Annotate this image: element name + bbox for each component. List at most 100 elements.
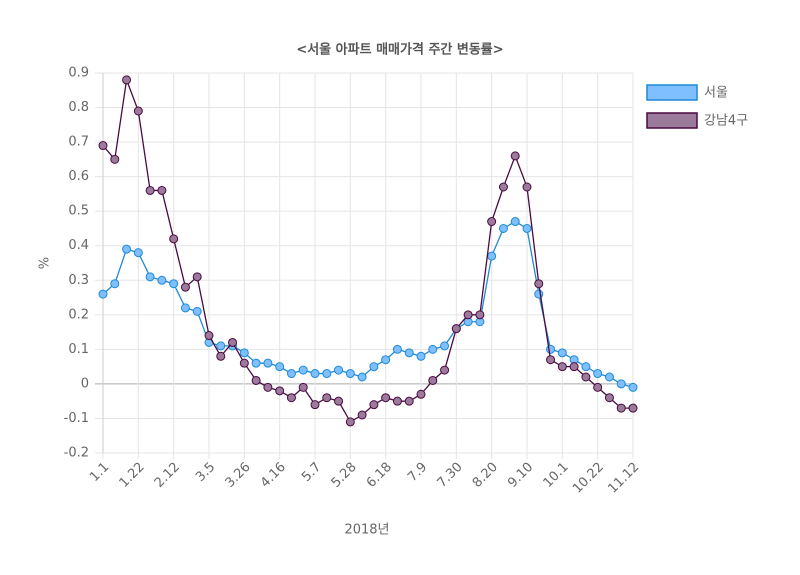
data-point	[428, 375, 438, 385]
y-tick-label: 0.5	[68, 204, 89, 219]
legend-swatch	[646, 112, 698, 129]
legend-label: 강남4구	[704, 114, 748, 129]
data-point	[263, 358, 273, 368]
data-point	[239, 348, 249, 358]
y-tick-label: 0.8	[68, 100, 89, 115]
data-point	[428, 344, 438, 354]
data-point	[216, 351, 226, 361]
data-point	[251, 375, 261, 385]
x-tick-label: 2.12	[152, 460, 183, 491]
data-point	[275, 362, 285, 372]
y-tick-label: 0.1	[68, 342, 89, 357]
data-point	[581, 372, 591, 382]
data-point	[416, 389, 426, 399]
data-point	[369, 362, 379, 372]
x-axis-label: 2018년	[344, 523, 389, 538]
data-point	[381, 393, 391, 403]
x-tick-label: 11.12	[605, 460, 642, 497]
data-point	[239, 358, 249, 368]
data-point	[557, 362, 567, 372]
data-point	[122, 75, 132, 85]
data-point	[392, 396, 402, 406]
data-point	[310, 369, 320, 379]
data-point	[192, 272, 202, 282]
y-tick-label: 0.3	[68, 273, 89, 288]
data-point	[145, 185, 155, 195]
data-point	[133, 106, 143, 116]
data-point	[546, 344, 556, 354]
data-point	[145, 272, 155, 282]
data-point	[510, 151, 520, 161]
data-point	[334, 396, 344, 406]
data-point	[510, 217, 520, 227]
data-point	[110, 279, 120, 289]
data-point	[498, 223, 508, 233]
data-point	[98, 141, 108, 151]
data-point	[122, 244, 132, 254]
x-tick-label: 7.9	[405, 460, 430, 485]
data-point	[286, 369, 296, 379]
data-point	[110, 154, 120, 164]
y-tick-label: 0.4	[68, 238, 89, 253]
y-tick-label: 0.2	[68, 307, 89, 322]
data-point	[322, 369, 332, 379]
x-tick-label: 1.1	[87, 460, 112, 485]
data-point	[157, 275, 167, 285]
data-point	[263, 382, 273, 392]
data-point	[298, 365, 308, 375]
data-point	[169, 234, 179, 244]
x-tick-label: 1.22	[117, 460, 148, 491]
data-point	[440, 341, 450, 351]
data-point	[192, 306, 202, 316]
x-tick-label: 5.28	[329, 460, 360, 491]
data-point	[616, 379, 626, 389]
data-point	[628, 403, 638, 413]
data-point	[381, 355, 391, 365]
chart-title: <서울 아파트 매매가격 주간 변동률>	[296, 42, 503, 58]
data-point	[180, 303, 190, 313]
data-point	[369, 400, 379, 410]
x-tick-label: 3.5	[193, 460, 218, 485]
data-point	[275, 386, 285, 396]
data-point	[569, 362, 579, 372]
data-point	[475, 310, 485, 320]
data-point	[357, 410, 367, 420]
data-point	[357, 372, 367, 382]
data-point	[487, 217, 497, 227]
data-point	[440, 365, 450, 375]
data-point	[251, 358, 261, 368]
data-point	[498, 182, 508, 192]
data-point	[180, 282, 190, 292]
data-point	[534, 279, 544, 289]
series-line	[102, 77, 633, 423]
data-point	[463, 310, 473, 320]
data-point	[404, 396, 414, 406]
y-tick-label: 0.9	[68, 66, 89, 81]
data-point	[133, 248, 143, 258]
x-tick-label: 4.16	[258, 460, 289, 491]
data-point	[345, 417, 355, 427]
y-tick-label: 0.7	[68, 135, 89, 150]
data-point	[157, 185, 167, 195]
x-tick-label: 8.20	[470, 460, 501, 491]
y-axis-label: %	[38, 257, 53, 269]
data-point	[286, 393, 296, 403]
data-point	[593, 382, 603, 392]
data-point	[487, 251, 497, 261]
x-tick-label: 3.26	[223, 460, 254, 491]
y-tick-label: 0.6	[68, 169, 89, 184]
data-point	[604, 393, 614, 403]
x-tick-label: 6.18	[364, 460, 395, 491]
data-point	[546, 355, 556, 365]
data-point	[451, 324, 461, 334]
data-point	[322, 393, 332, 403]
data-point	[522, 182, 532, 192]
legend-swatch	[646, 84, 698, 101]
data-point	[216, 341, 226, 351]
data-point	[310, 400, 320, 410]
data-point	[334, 365, 344, 375]
data-point	[298, 382, 308, 392]
data-point	[593, 369, 603, 379]
x-tick-label: 10.22	[570, 460, 607, 497]
data-point	[604, 372, 614, 382]
